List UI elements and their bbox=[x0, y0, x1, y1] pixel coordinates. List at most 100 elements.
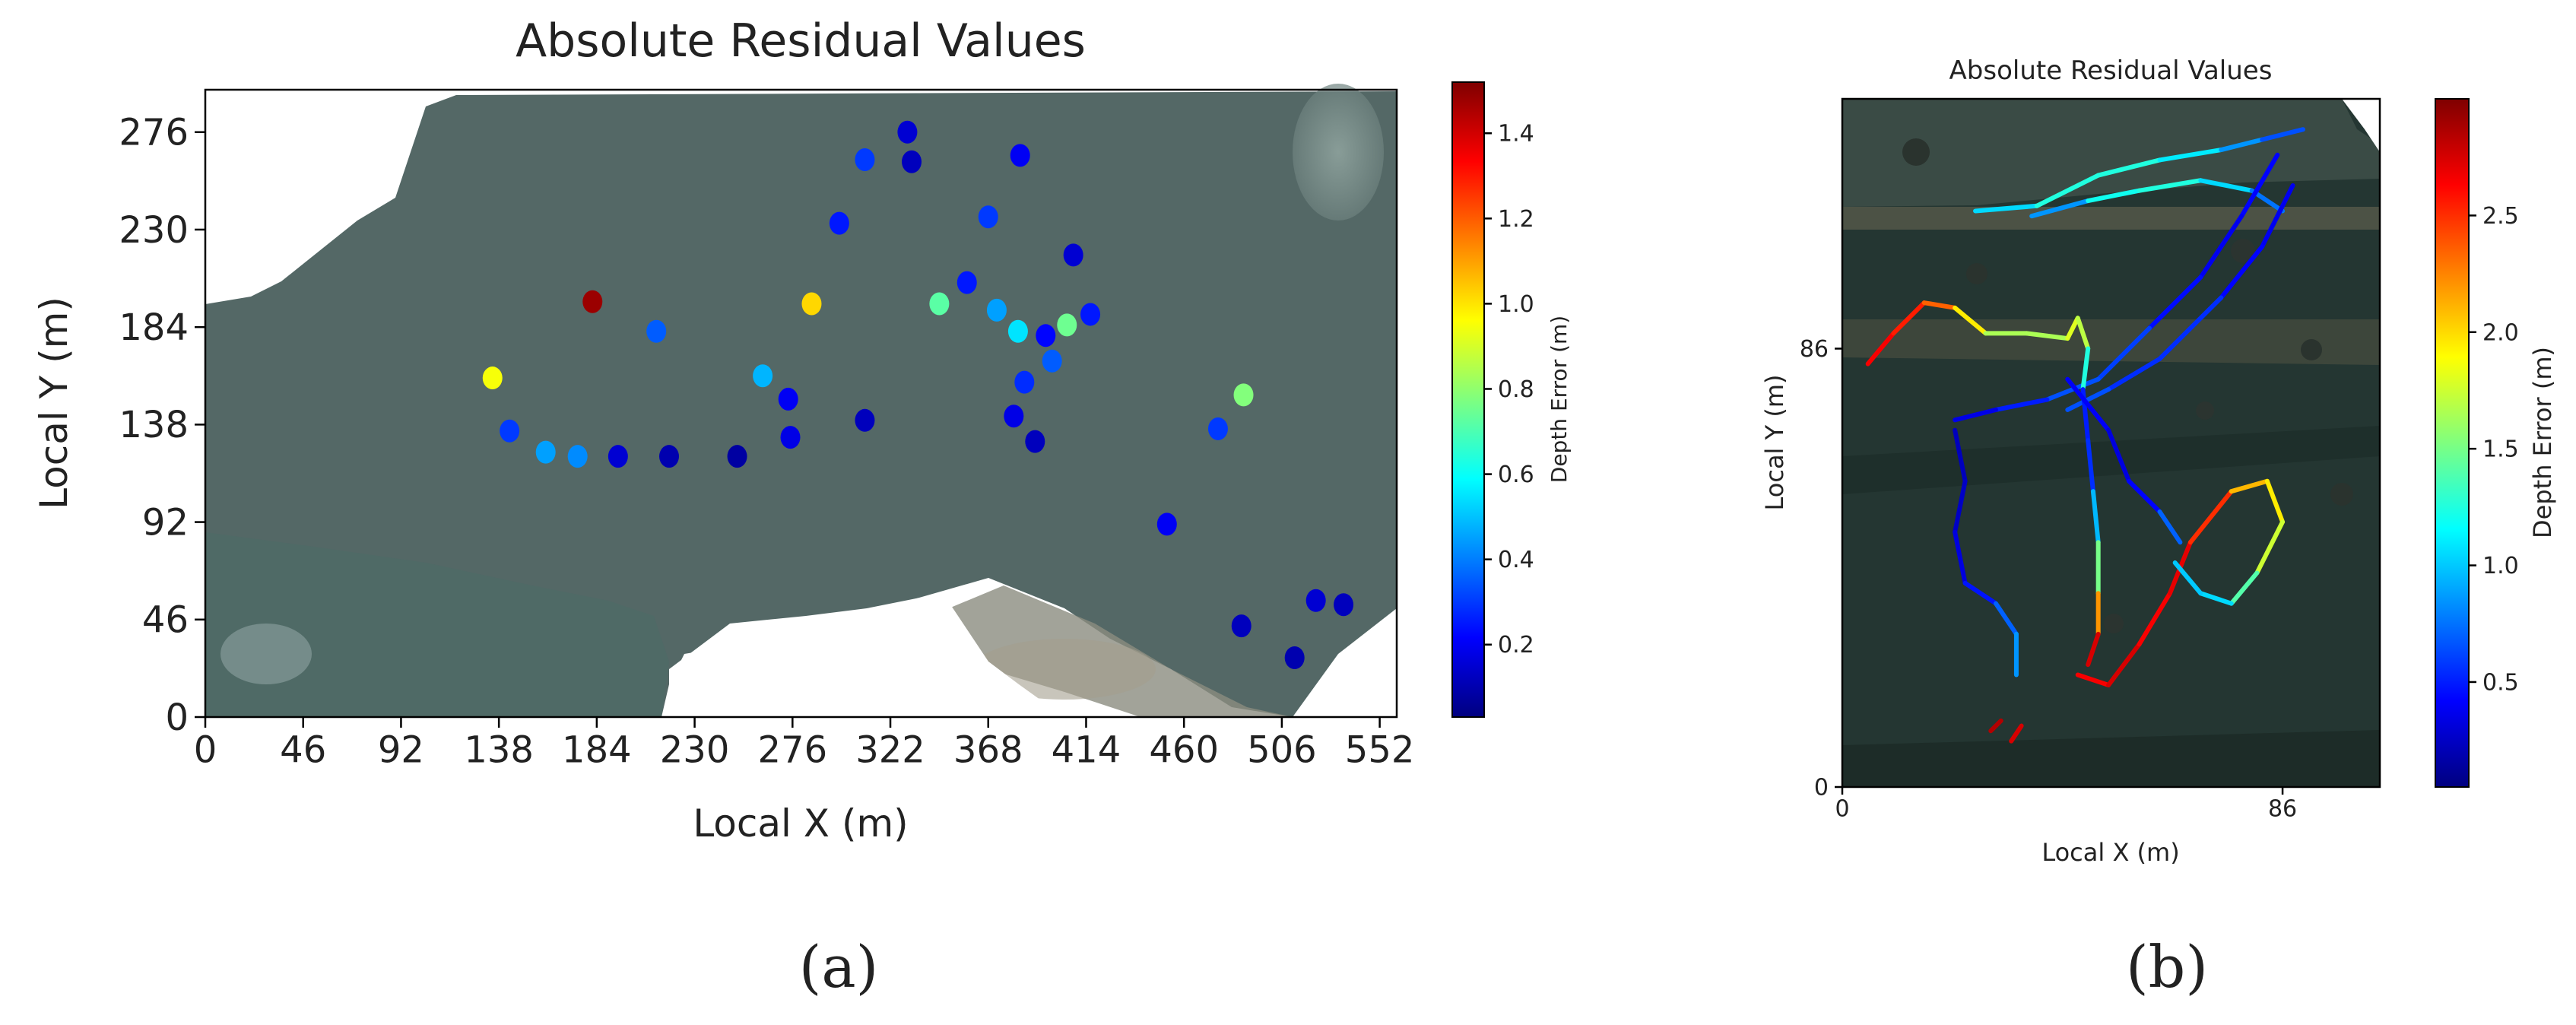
track-lines-b bbox=[1865, 127, 2305, 744]
track-segment bbox=[2029, 198, 2091, 219]
residual-point bbox=[1042, 349, 1062, 373]
colorbar-ticks-a: 0.2 0.4 0.6 0.8 1.0 1.2 1.4 bbox=[1484, 121, 1534, 658]
colorbar-ticks-b: 0.5 1.0 1.5 2.0 2.5 bbox=[2469, 203, 2519, 696]
track-segment bbox=[2106, 427, 2132, 484]
track-segment bbox=[2127, 478, 2162, 514]
track-segment bbox=[2264, 478, 2286, 525]
residual-point bbox=[1063, 243, 1083, 267]
residual-point bbox=[1334, 593, 1354, 617]
colorbar-tick-label: 1.4 bbox=[1498, 121, 1534, 148]
track-segment bbox=[2147, 274, 2203, 331]
residual-point bbox=[1156, 512, 1177, 536]
y-axis-ticks-b: 0 86 bbox=[1800, 336, 1842, 801]
x-axis-label-a: Local X (m) bbox=[693, 801, 908, 846]
residual-point bbox=[829, 211, 849, 235]
track-segment bbox=[2034, 173, 2101, 208]
scatter-points-a bbox=[482, 120, 1354, 669]
residual-point bbox=[1231, 614, 1252, 638]
track-segment bbox=[2219, 244, 2265, 300]
track-segment bbox=[2106, 642, 2142, 687]
residual-point bbox=[1014, 370, 1035, 394]
track-segment bbox=[2198, 178, 2254, 193]
track-segment bbox=[2080, 346, 2091, 392]
track-segment bbox=[1891, 300, 1927, 336]
track-segment bbox=[2198, 591, 2234, 606]
track-segment bbox=[2065, 387, 2111, 412]
residual-point bbox=[956, 271, 977, 294]
track-segment bbox=[2024, 331, 2070, 341]
x-tick-label: 368 bbox=[953, 729, 1023, 772]
y-tick-label: 0 bbox=[165, 697, 189, 739]
track-segment bbox=[2086, 631, 2101, 668]
track-segment bbox=[2065, 376, 2111, 433]
x-tick-label: 86 bbox=[2268, 796, 2297, 823]
colorbar-tick-label: 1.2 bbox=[1498, 206, 1534, 233]
caption-b: (b) bbox=[2126, 933, 2208, 1001]
track-segment bbox=[2187, 489, 2234, 545]
colorbar-b bbox=[2435, 98, 2470, 788]
plot-frame-b bbox=[1841, 97, 2381, 789]
track-segment bbox=[1953, 407, 1998, 423]
track-segment bbox=[2157, 509, 2183, 545]
colorbar-tick-label: 0.6 bbox=[1498, 462, 1534, 488]
residual-point bbox=[646, 319, 667, 343]
residual-point bbox=[608, 445, 628, 468]
colorbar-label-b: Depth Error (m) bbox=[2528, 347, 2557, 538]
x-tick-label: 92 bbox=[378, 729, 424, 772]
chart-title-a: Absolute Residual Values bbox=[516, 14, 1086, 68]
track-segment bbox=[2229, 570, 2260, 606]
map-image-a bbox=[205, 84, 1397, 717]
track-segment bbox=[2239, 152, 2280, 219]
track-segment bbox=[2106, 356, 2162, 392]
x-tick-label: 414 bbox=[1052, 729, 1121, 772]
x-axis-label-b: Local X (m) bbox=[2041, 838, 2179, 867]
x-tick-label: 322 bbox=[855, 729, 925, 772]
track-segment bbox=[1962, 580, 1998, 606]
chart-title-b: Absolute Residual Values bbox=[1949, 56, 2273, 86]
track-segment bbox=[1953, 478, 1968, 535]
y-tick-label: 184 bbox=[119, 306, 189, 349]
residual-point bbox=[902, 150, 922, 173]
x-tick-label: 184 bbox=[562, 729, 632, 772]
track-segment bbox=[1865, 331, 1896, 367]
residual-point bbox=[659, 445, 680, 468]
x-tick-label: 138 bbox=[464, 729, 534, 772]
colorbar-tick-label: 2.0 bbox=[2482, 319, 2519, 346]
y-tick-label: 92 bbox=[142, 501, 189, 544]
residual-point bbox=[1284, 646, 1305, 669]
track-segment bbox=[1973, 203, 2039, 214]
residual-point bbox=[780, 426, 801, 449]
residual-point bbox=[855, 408, 875, 432]
colorbar-tick-label: 1.0 bbox=[1498, 291, 1534, 318]
track-segment bbox=[2086, 438, 2095, 494]
track-segment bbox=[2254, 519, 2286, 576]
residual-point bbox=[1007, 319, 1028, 343]
colorbar-tick-label: 1.5 bbox=[2482, 436, 2519, 463]
residual-point bbox=[986, 298, 1007, 322]
colorbar-tick-label: 0.4 bbox=[1498, 547, 1534, 573]
track-segment bbox=[2137, 178, 2203, 193]
track-segment bbox=[1994, 397, 2050, 412]
residual-point bbox=[778, 387, 798, 411]
y-axis-label-b: Local Y (m) bbox=[1760, 375, 1789, 511]
residual-point bbox=[978, 205, 998, 229]
track-segment bbox=[2260, 127, 2305, 142]
x-tick-label: 276 bbox=[757, 729, 827, 772]
map-image-b bbox=[1842, 99, 2380, 787]
residual-point bbox=[1233, 383, 1254, 407]
track-segment bbox=[2137, 591, 2172, 647]
residual-point bbox=[582, 290, 603, 313]
colorbar-tick-label: 2.5 bbox=[2482, 203, 2519, 230]
y-axis-ticks-a: 0 46 92 138 184 230 276 bbox=[119, 112, 205, 739]
track-segment bbox=[2045, 376, 2101, 402]
residual-point bbox=[1004, 405, 1024, 428]
colorbar-tick-label: 0.5 bbox=[2482, 669, 2519, 696]
x-tick-label: 552 bbox=[1345, 729, 1415, 772]
track-segment bbox=[2172, 560, 2203, 596]
track-segment bbox=[2075, 672, 2111, 687]
residual-point bbox=[567, 445, 588, 468]
track-segment bbox=[1953, 427, 1968, 484]
track-segment bbox=[2086, 188, 2142, 204]
track-segment bbox=[1921, 300, 1958, 310]
residual-point bbox=[929, 292, 950, 316]
